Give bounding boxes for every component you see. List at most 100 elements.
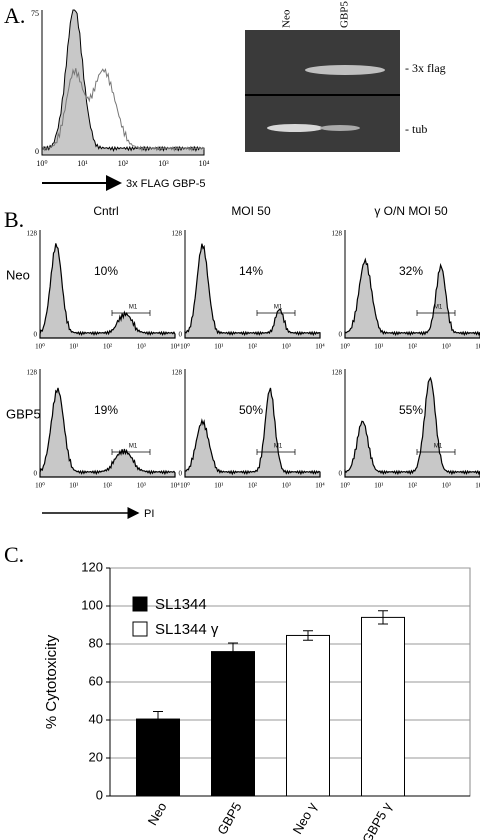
x-tick-label: 10² [248,482,257,490]
x-tick-label: 10¹ [374,482,383,490]
gate-label: M1 [129,444,138,450]
y-tick-label: 0 [179,331,183,339]
histogram [184,387,321,478]
x-tick-label: 10¹ [374,343,383,351]
lane-label: Neo [281,9,293,28]
bar [211,651,255,797]
x-tick-label: 10⁰ [180,343,190,351]
column-title: MOI 50 [231,204,271,218]
y-tick-label: 128 [332,369,343,377]
band [267,124,323,132]
histogram [39,387,176,478]
x-label: 3x FLAG GBP-5 [126,178,205,190]
bar [136,718,180,797]
panel-label: C. [4,542,24,567]
x-tick-label: 10¹ [69,482,78,490]
error-bar [153,710,163,728]
y-tick-label: 80 [89,635,103,650]
y-tick-label: 40 [89,711,103,726]
x-tick-label: 10¹ [214,343,223,351]
x-tick-label: 10⁰ [340,343,350,351]
x-tick-label: 10⁴ [315,343,325,351]
blot [245,30,400,152]
y-tick-label: 128 [172,369,183,377]
y-tick-label: 0 [179,470,183,478]
y-tick-label: 100 [81,597,103,612]
x-tick-label: 10⁴ [199,159,210,168]
lane-label: GBP5 [339,1,351,28]
y-tick-label: 128 [27,369,38,377]
x-tick-label: 10⁴ [315,482,325,490]
percent: 32% [399,264,423,278]
histogram-outline [41,67,205,152]
x-tick-label: 10² [408,343,417,351]
x-tick-label: 10⁰ [180,482,190,490]
x-tick-label: 10² [103,482,112,490]
x-tick-label: 10² [248,343,257,351]
y-tick-label: 128 [332,230,343,238]
panel-label: A. [4,3,25,28]
x-tick-label: 10⁰ [340,482,350,490]
column-title: Cntrl [93,204,118,218]
x-tick-label: 10¹ [77,159,88,168]
x-tick-label: 10³ [442,343,451,351]
x-tick-label: 10³ [137,343,146,351]
y-tick-label: 0 [339,331,343,339]
x-tick-label: 10² [408,482,417,490]
x-tick-label: Neo γ [290,799,320,836]
percent: 14% [239,264,263,278]
histogram [344,376,480,478]
x-tick-label: 10³ [158,159,169,168]
y-tick-label: 0 [35,147,39,156]
percent: 19% [94,403,118,417]
legend-swatch [132,596,148,612]
column-title: γ O/N MOI 50 [374,204,448,218]
histogram [39,243,176,339]
band [320,125,360,131]
histogram [344,257,480,339]
percent: 10% [94,264,118,278]
y-tick-label: 20 [89,749,103,764]
y-tick-label: 0 [339,470,343,478]
y-tick-label: 0 [34,331,38,339]
y-tick-label: 120 [81,559,103,574]
x-tick-label: 10⁴ [170,343,180,351]
histogram [184,243,321,339]
error-bar [378,610,388,625]
band-label: - 3x flag [405,61,446,75]
gate-label: M1 [129,305,138,311]
x-tick-label: 10¹ [69,343,78,351]
x-tick-label: 10³ [442,482,451,490]
x-tick-label: 10⁴ [475,343,480,351]
x-tick-label: GBP5 γ [359,799,395,840]
x-tick-label: 10⁰ [36,159,47,168]
bar [286,634,330,797]
percent: 50% [239,403,263,417]
gate-label: M1 [434,444,443,450]
gate-label: M1 [434,305,443,311]
legend-label: SL1344 γ [155,621,219,638]
legend-swatch [132,621,148,637]
band-label: - tub [405,122,427,136]
x-tick-label: 10⁰ [35,343,45,351]
y-tick-label: 60 [89,673,103,688]
x-tick-label: 10² [103,343,112,351]
panel-label: B. [4,207,24,232]
x-tick-label: 10⁴ [170,482,180,490]
histogram [41,9,205,156]
y-tick-label: 128 [27,230,38,238]
x-tick-label: 10⁰ [35,482,45,490]
y-tick-label: 128 [172,230,183,238]
error-bar [228,642,238,661]
x-tick-label: 10² [118,159,129,168]
row-label: GBP5 [6,406,41,421]
percent: 55% [399,403,423,417]
bar [361,616,405,797]
x-tick-label: Neo [145,800,170,828]
x-tick-label: 10¹ [214,482,223,490]
x-tick-label: 10⁴ [475,482,480,490]
band [305,65,385,75]
x-tick-label: 10³ [282,482,291,490]
gate-label: M1 [274,305,283,311]
